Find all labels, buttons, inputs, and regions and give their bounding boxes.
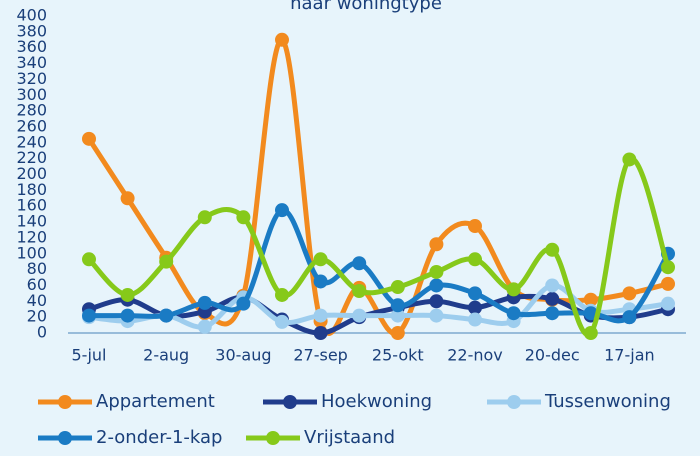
- point: [236, 296, 251, 311]
- point: [468, 219, 482, 234]
- point: [197, 319, 212, 334]
- point: [390, 308, 405, 323]
- y-tick-label: 380: [16, 21, 47, 40]
- chart-title: naar woningtype: [290, 0, 442, 14]
- point: [275, 203, 289, 218]
- y-tick-label: 400: [16, 6, 47, 25]
- point: [120, 308, 135, 323]
- x-tick-label: 2-aug: [143, 346, 189, 365]
- y-tick-label: 340: [16, 53, 47, 72]
- x-tick-label: 5-jul: [72, 346, 107, 365]
- point: [429, 294, 444, 309]
- legend-marker: [283, 395, 297, 409]
- legend-marker: [58, 395, 72, 409]
- y-tick-label: 260: [16, 116, 47, 135]
- y-tick-label: 120: [16, 227, 47, 246]
- x-tick-label: 25-okt: [372, 346, 424, 365]
- legend-label: 2-onder-1-kap: [96, 427, 222, 448]
- point: [120, 191, 135, 206]
- y-tick-label: 0: [37, 323, 47, 342]
- point: [352, 256, 367, 271]
- point: [313, 326, 328, 340]
- y-tick-label: 160: [16, 196, 47, 215]
- legend-marker: [58, 431, 72, 445]
- point: [275, 287, 289, 302]
- point: [352, 283, 367, 298]
- point: [545, 306, 560, 321]
- point: [390, 280, 405, 295]
- x-tick-label: 30-aug: [215, 346, 271, 365]
- point: [661, 260, 675, 275]
- point: [622, 286, 637, 301]
- point: [159, 254, 174, 269]
- point: [661, 296, 675, 311]
- y-tick-label: 220: [16, 148, 47, 167]
- point: [159, 308, 174, 323]
- y-tick-label: 140: [16, 212, 47, 231]
- point: [583, 292, 598, 307]
- point: [313, 308, 328, 323]
- point: [82, 131, 96, 146]
- point: [236, 210, 251, 225]
- y-tick-label: 300: [16, 85, 47, 104]
- point: [622, 152, 637, 167]
- point: [429, 278, 444, 293]
- legend-marker: [266, 431, 280, 445]
- point: [313, 252, 328, 267]
- legend-label: Hoekwoning: [321, 391, 432, 412]
- legend-label: Vrijstaand: [304, 427, 395, 448]
- x-tick-label: 27-sep: [293, 346, 347, 365]
- legend-label: Appartement: [96, 391, 215, 412]
- point: [506, 306, 521, 321]
- point: [545, 242, 560, 257]
- point: [352, 308, 367, 323]
- series-line: [86, 156, 671, 338]
- point: [275, 32, 289, 47]
- point: [545, 278, 560, 293]
- y-tick-label: 240: [16, 132, 47, 151]
- point: [82, 252, 96, 267]
- point: [661, 276, 675, 291]
- x-tick-label: 20-dec: [525, 346, 580, 365]
- y-tick-label: 100: [16, 243, 47, 262]
- series-line: [86, 207, 671, 324]
- point: [468, 300, 482, 315]
- point: [275, 314, 289, 329]
- y-tick-label: 200: [16, 164, 47, 183]
- point: [197, 210, 212, 225]
- point: [429, 308, 444, 323]
- point: [429, 237, 444, 252]
- point: [545, 291, 560, 306]
- point: [120, 287, 135, 302]
- point: [583, 306, 598, 321]
- point: [583, 326, 598, 340]
- y-tick-label: 80: [27, 259, 47, 278]
- point: [468, 286, 482, 301]
- point: [197, 295, 212, 310]
- point: [390, 326, 405, 340]
- legend-marker: [507, 395, 521, 409]
- point: [468, 312, 482, 327]
- point: [313, 274, 328, 289]
- y-tick-label: 360: [16, 37, 47, 56]
- y-tick-label: 280: [16, 101, 47, 120]
- y-tick-label: 320: [16, 69, 47, 88]
- y-tick-label: 60: [27, 275, 47, 294]
- y-tick-label: 180: [16, 180, 47, 199]
- x-tick-label: 22-nov: [447, 346, 503, 365]
- point: [82, 308, 96, 323]
- legend-label: Tussenwoning: [544, 391, 671, 412]
- y-tick-label: 20: [27, 307, 47, 326]
- point: [429, 264, 444, 279]
- point: [468, 252, 482, 267]
- point: [506, 282, 521, 297]
- point: [622, 310, 637, 325]
- point: [390, 298, 405, 313]
- y-tick-label: 40: [27, 291, 47, 310]
- x-tick-label: 17-jan: [604, 346, 655, 365]
